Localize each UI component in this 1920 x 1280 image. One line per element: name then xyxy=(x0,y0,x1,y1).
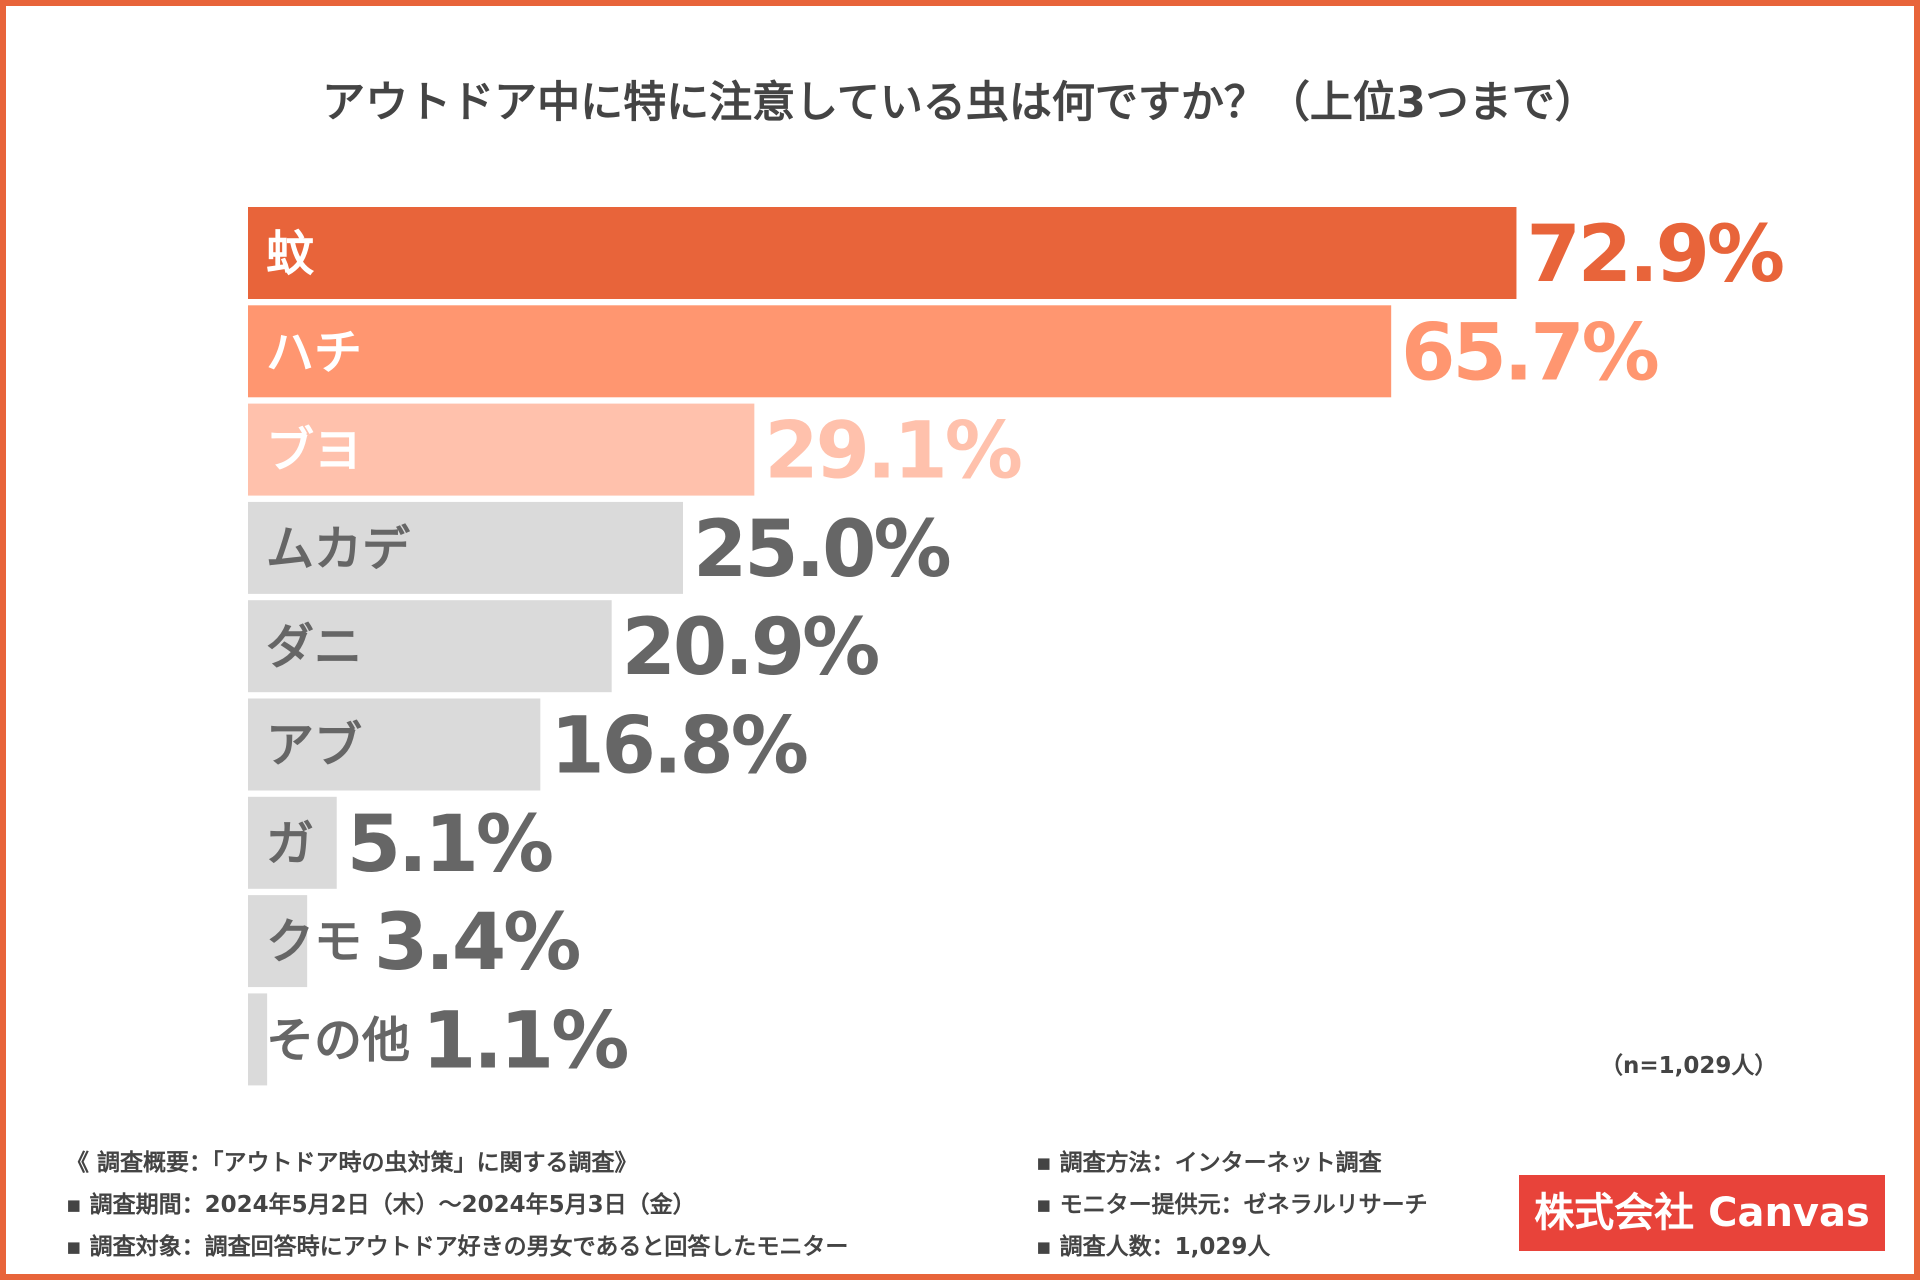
bar-7 xyxy=(248,895,308,988)
bar-2 xyxy=(248,403,755,496)
category-label-8: その他 xyxy=(266,1012,410,1068)
survey-period-note: ▪ 調査期間：2024年5月2日（木）〜2024年5月3日（金） xyxy=(66,1192,696,1218)
value-label-3: 25.0% xyxy=(693,505,949,595)
category-label-1: ハチ xyxy=(266,324,362,380)
category-label-2: ブヨ xyxy=(266,423,362,479)
bar-1 xyxy=(248,305,1392,398)
bar-3 xyxy=(248,501,683,594)
monitor-provider-note: ▪ モニター提供元：ゼネラルリサーチ xyxy=(1036,1192,1428,1218)
company-logo-box: 株式会社 Canvas xyxy=(1519,1175,1885,1251)
respondent-count-note: ▪ 調査人数：1,029人 xyxy=(1036,1234,1271,1260)
value-label-1: 65.7% xyxy=(1401,308,1657,398)
survey-method-note: ▪ 調査方法：インターネット調査 xyxy=(1036,1150,1382,1176)
category-label-7: クモ xyxy=(266,914,362,970)
value-label-6: 5.1% xyxy=(347,800,552,890)
category-label-4: ダニ xyxy=(266,619,362,675)
category-label-0: 蚊 xyxy=(266,226,315,282)
sample-size-label: （n=1,029人） xyxy=(1600,1053,1778,1079)
survey-overview-note: 《 調査概要：「アウトドア時の虫対策」に関する調査》 xyxy=(66,1150,638,1176)
category-label-3: ムカデ xyxy=(266,521,411,577)
category-label-5: アブ xyxy=(266,718,362,774)
survey-target-note: ▪ 調査対象：調査回答時にアウトドア好きの男女であると回答したモニター xyxy=(66,1234,849,1260)
bar-4 xyxy=(248,600,612,693)
value-label-4: 20.9% xyxy=(622,603,878,693)
value-label-5: 16.8% xyxy=(550,702,806,792)
value-label-2: 29.1% xyxy=(764,407,1020,497)
category-label-6: ガ xyxy=(266,816,314,872)
value-label-7: 3.4% xyxy=(374,898,579,988)
bar-8 xyxy=(248,993,268,1086)
value-label-0: 72.9% xyxy=(1526,210,1782,300)
bar-5 xyxy=(248,698,541,791)
bar-6 xyxy=(248,796,337,889)
chart-title: アウトドア中に特に注意している虫は何ですか？（上位3つまで） xyxy=(322,78,1598,128)
bar-0 xyxy=(248,207,1517,299)
value-label-8: 1.1% xyxy=(422,996,627,1086)
